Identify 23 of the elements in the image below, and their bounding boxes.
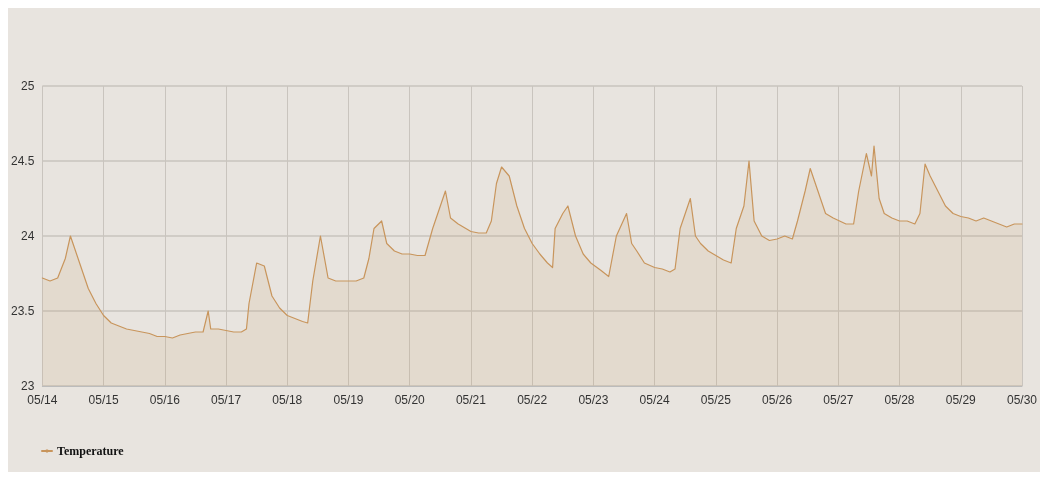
x-tick-label: 05/25 [700,393,732,407]
x-tick-label: 05/29 [945,393,977,407]
x-tick-label: 05/27 [823,393,854,407]
legend-label: Temperature [57,444,125,458]
x-tick-label: 05/26 [762,393,793,407]
x-tick-label: 05/21 [455,393,487,407]
x-tick-label: 05/16 [149,393,181,407]
y-tick-label: 25 [21,79,35,93]
y-tick-label: 23.5 [11,304,35,318]
x-tick-label: 05/19 [333,393,364,407]
x-tick-label: 05/22 [517,393,548,407]
x-tick-label: 05/14 [27,393,58,407]
x-tick-label: 05/28 [884,393,915,407]
x-tick-label: 05/24 [639,393,670,407]
y-tick-label: 23 [21,379,35,393]
x-tick-label: 05/18 [272,393,303,407]
y-tick-label: 24 [21,229,35,243]
x-tick-label: 05/30 [1006,393,1038,407]
x-tick-label: 05/23 [578,393,609,407]
x-tick-label: 05/20 [394,393,426,407]
y-tick-label: 24.5 [11,154,35,168]
x-tick-label: 05/15 [88,393,119,407]
x-tick-label: 05/17 [211,393,242,407]
